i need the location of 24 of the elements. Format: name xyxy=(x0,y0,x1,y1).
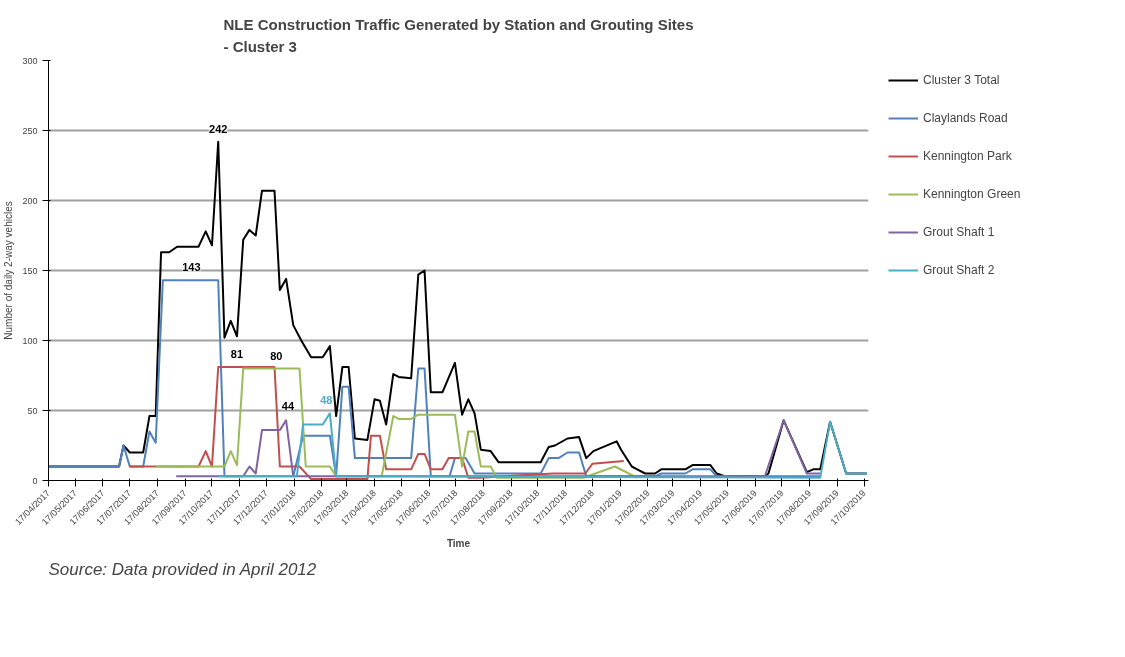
annotation: 44 xyxy=(281,399,295,412)
source-note: Source: Data provided in April 2012 xyxy=(48,559,317,579)
annotation: 81 xyxy=(230,348,244,361)
y-tick-label: 300 xyxy=(22,55,38,66)
y-tick-label: 0 xyxy=(32,475,38,486)
legend-label: Cluster 3 Total xyxy=(923,73,1000,87)
y-tick-label: 100 xyxy=(22,335,38,346)
y-axis-title: Number of daily 2-way vehicles xyxy=(3,201,15,340)
annotation: 48 xyxy=(320,394,333,407)
legend-label: Grout Shaft 1 xyxy=(923,225,995,239)
legend-label: Kennington Green xyxy=(923,187,1021,201)
annotation: 242 xyxy=(209,122,228,135)
y-tick-label: 200 xyxy=(22,195,38,206)
y-tick-label: 250 xyxy=(22,125,38,136)
annotation: 80 xyxy=(270,349,283,362)
legend-label: Grout Shaft 2 xyxy=(923,263,995,277)
y-tick-label: 50 xyxy=(27,405,38,416)
line-series xyxy=(217,412,868,479)
chart-title: NLE Construction Traffic Generated by Station and Grouting Sites - Cluster 3 xyxy=(223,16,694,56)
legend-label: Claylands Road xyxy=(923,111,1008,125)
annotation: 143 xyxy=(182,261,201,274)
y-tick-label: 150 xyxy=(22,265,38,276)
legend-label: Kennington Park xyxy=(923,149,1012,163)
x-axis-title: Time xyxy=(446,538,471,550)
